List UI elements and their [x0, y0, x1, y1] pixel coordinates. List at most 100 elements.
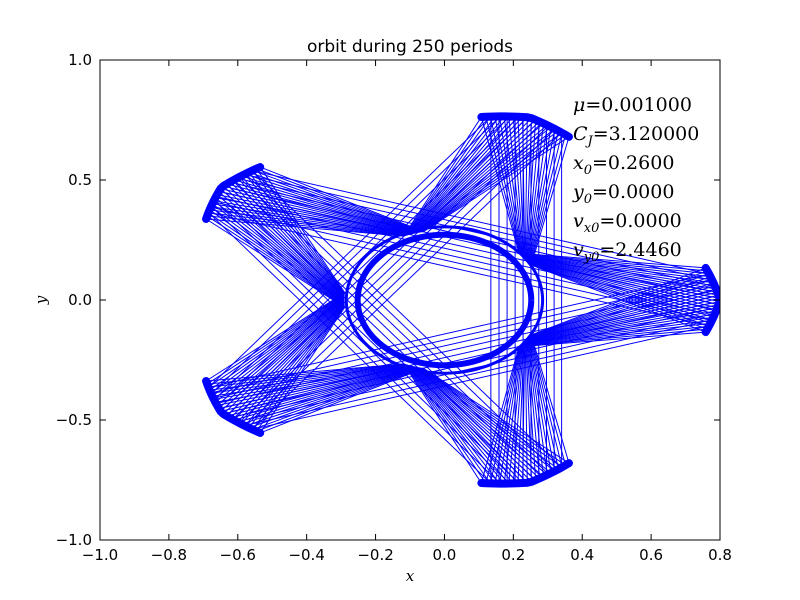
orbit-strand [410, 365, 519, 484]
parameter-annotation: vx0=0.0000 [573, 210, 682, 236]
orbit-chord [216, 118, 508, 398]
orbit-strand [237, 302, 345, 423]
orbit-chord [221, 290, 712, 403]
parameter-annotation: x0=0.2600 [573, 152, 674, 178]
orbit-strand [526, 339, 541, 479]
orbit-strand [404, 363, 487, 484]
y-tick-label: 0.5 [68, 171, 92, 189]
orbit-chord [252, 325, 710, 430]
orbit-trajectory [202, 112, 720, 488]
orbit-strand [256, 168, 423, 233]
orbit-chord [246, 174, 711, 281]
orbit-strand [403, 363, 482, 484]
orbit-chord [212, 279, 711, 393]
orbit-strand [205, 218, 345, 308]
orbit-chord [235, 308, 712, 417]
orbit-strand [206, 215, 345, 308]
y-axis-ticks: −1.0 −0.5 0.0 0.5 1.0 [56, 51, 720, 549]
orbit-chord [216, 285, 712, 398]
parameter-annotations: μ=0.001000 CJ=3.120000 x0=0.2600 y0=0.0000 v… [572, 94, 699, 265]
orbit-lobe-arc [202, 377, 265, 437]
orbit-chord [208, 212, 492, 484]
orbit-strand [508, 343, 524, 484]
orbit-chord [225, 192, 712, 304]
orbit-strand [423, 367, 570, 464]
orbit-strand [529, 279, 713, 338]
orbit-chord [216, 202, 508, 482]
orbit-chord [246, 319, 711, 426]
orbit-strand [205, 292, 345, 382]
orbit-strand [244, 304, 345, 427]
orbit-strand [525, 258, 720, 303]
orbit-strand [210, 206, 408, 236]
orbit-strand [530, 335, 566, 466]
orbit-strand [230, 366, 416, 419]
orbit-strand [244, 367, 420, 427]
y-axis-label: y [32, 295, 50, 305]
orbit-strand [210, 295, 345, 394]
orbit-chord [212, 207, 500, 483]
orbit-chord [235, 183, 712, 292]
orbit-strand [409, 365, 514, 484]
x-axis-label: x [406, 567, 415, 585]
x-tick-label: 0.6 [639, 546, 663, 564]
orbit-strand [413, 117, 532, 234]
orbit-chord [208, 212, 710, 327]
orbit-chord [230, 302, 712, 413]
orbit-strand [233, 366, 417, 421]
orbit-strand [531, 267, 706, 336]
orbit-strand [260, 166, 424, 233]
orbit-chord [240, 178, 547, 473]
orbit-strand [255, 168, 346, 294]
orbit-strand [255, 306, 346, 432]
orbit-strand [417, 124, 548, 234]
orbit-chord [235, 183, 540, 475]
orbit-strand [518, 252, 706, 269]
orbit-strand [524, 117, 528, 259]
parameter-annotation: y0=0.0000 [572, 181, 674, 207]
x-tick-label: 0.2 [501, 546, 525, 564]
orbit-strand [530, 134, 566, 265]
orbit-strand [530, 136, 570, 266]
y-tick-label: −1.0 [56, 531, 92, 549]
x-tick-label: 0.0 [433, 546, 457, 564]
orbit-strand [216, 297, 345, 406]
x-tick-label: −0.6 [220, 546, 256, 564]
orbit-strand [206, 218, 404, 237]
orbit-chord [220, 120, 516, 403]
orbit-strand [216, 194, 345, 303]
orbit-chord [251, 132, 562, 430]
x-tick-label: −0.4 [288, 546, 324, 564]
orbit-strand [519, 253, 708, 272]
x-tick-label: −0.2 [357, 546, 393, 564]
orbit-strand [499, 344, 523, 484]
orbit-strand [527, 123, 544, 261]
orbit-strand [525, 297, 720, 342]
parameter-annotation: CJ=3.120000 [573, 123, 699, 149]
orbit-strand [215, 197, 345, 303]
orbit-lobe-arc [477, 459, 573, 488]
x-tick-label: 0.8 [708, 546, 732, 564]
orbit-strand [230, 181, 416, 234]
orbit-strand [210, 364, 408, 394]
x-axis-ticks: −1.0 −0.8 −0.6 −0.4 −0.2 0.0 0.2 0.4 0.6 0.8 [82, 60, 732, 564]
orbit-strand [410, 116, 519, 235]
orbit-strand [485, 116, 521, 254]
orbit-strand [480, 116, 520, 254]
orbit-strand [417, 366, 548, 476]
orbit-strand [419, 367, 556, 472]
orbit-strand [403, 116, 482, 237]
orbit-chord [252, 170, 710, 275]
x-tick-label: −0.8 [151, 546, 187, 564]
orbit-chord [240, 313, 712, 422]
orbit-strand [518, 331, 706, 348]
orbit-chord [230, 123, 532, 413]
orbit-strand [528, 128, 556, 263]
orbit-chord [230, 187, 712, 298]
orbit-strand [215, 297, 345, 403]
orbit-strand [206, 292, 345, 385]
orbit-strand [256, 367, 423, 432]
orbit-chord [212, 207, 711, 321]
orbit-chord [212, 117, 500, 393]
